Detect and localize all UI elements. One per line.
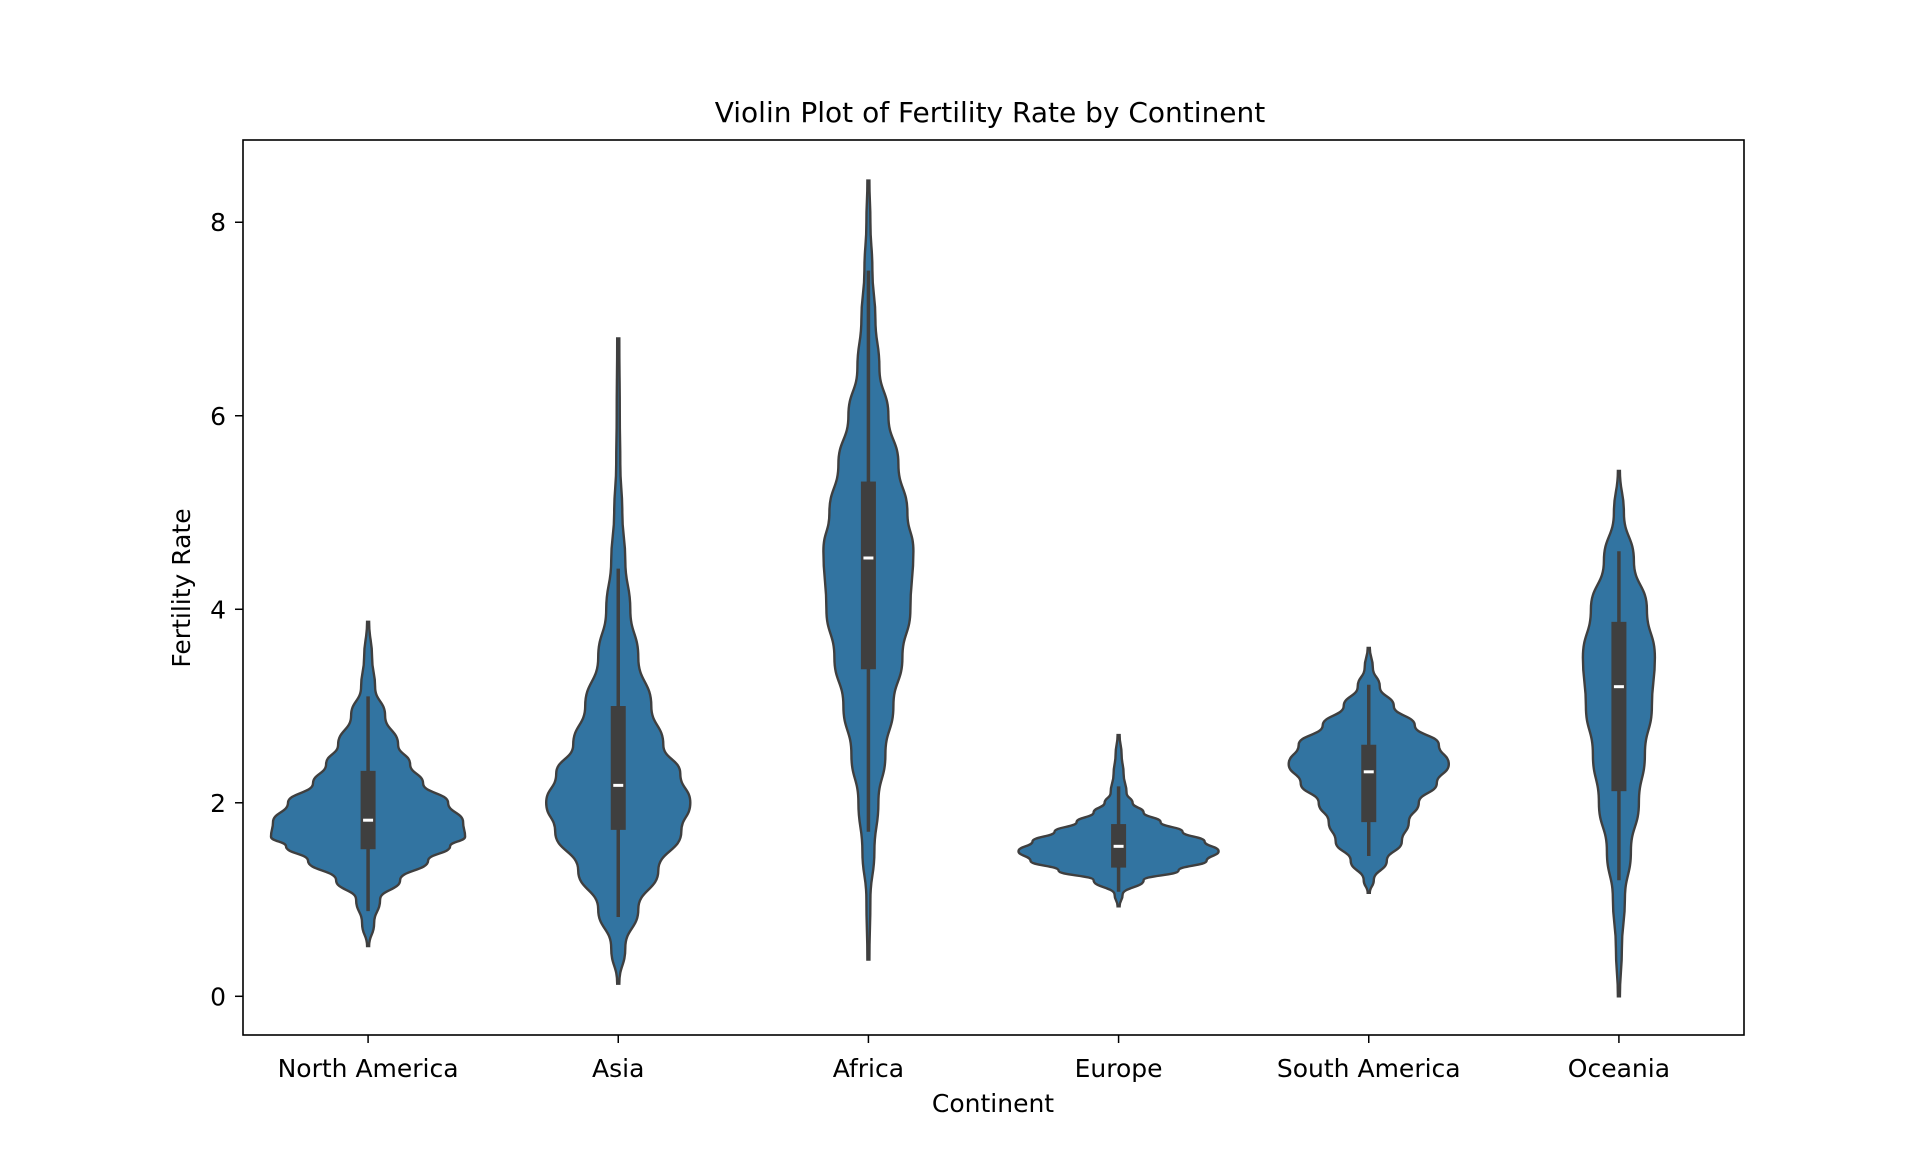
x-tick-label: North America (278, 1054, 459, 1083)
y-tick-label: 6 (210, 402, 226, 431)
chart-title: Violin Plot of Fertility Rate by Contine… (715, 96, 1266, 129)
x-tick-label: Oceania (1568, 1054, 1670, 1083)
x-axis-ticks: North America Asia Africa Europe South Ameri… (278, 1035, 1670, 1083)
y-tick-label: 8 (210, 208, 226, 237)
y-tick-label: 2 (210, 789, 226, 818)
x-tick-label: Africa (833, 1054, 904, 1083)
x-tick-label: South America (1277, 1054, 1461, 1083)
iqr-box-north-america (360, 770, 376, 850)
plot-frame (242, 139, 1745, 1036)
iqr-box-asia (610, 706, 626, 830)
iqr-box-south-america (1361, 744, 1377, 823)
iqr-box-africa (860, 481, 876, 670)
iqr-box-oceania (1611, 621, 1627, 792)
x-tick-label: Europe (1075, 1054, 1163, 1083)
y-tick-label: 0 (210, 982, 226, 1011)
x-tick-label: Asia (592, 1054, 644, 1083)
y-axis-label: Fertility Rate (167, 508, 196, 667)
x-axis-label: Continent (932, 1089, 1054, 1118)
y-tick-label: 4 (210, 595, 226, 624)
violin-group (269, 179, 1657, 998)
y-axis-ticks: 0 2 4 6 8 (210, 208, 243, 1011)
